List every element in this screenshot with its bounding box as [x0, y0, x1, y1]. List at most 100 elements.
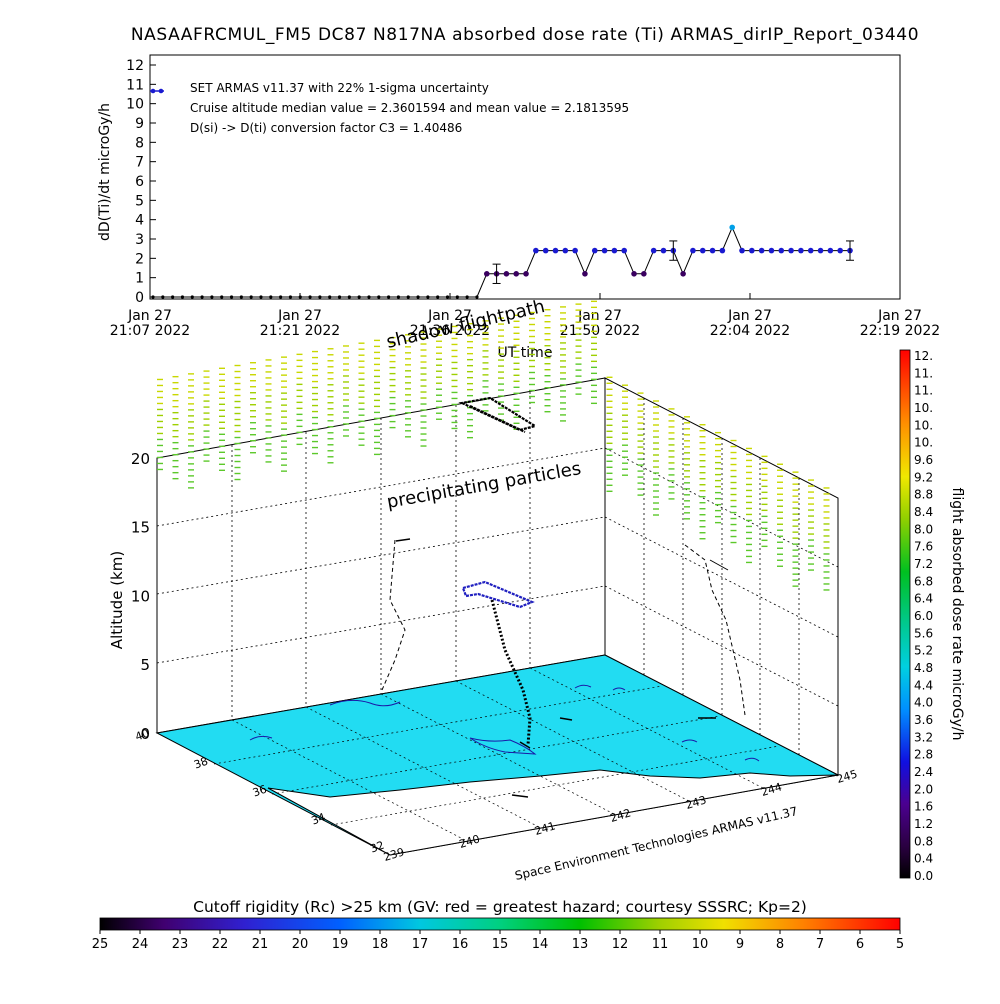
y-axis-label: dD(Ti)/dt microGy/h [97, 103, 113, 241]
rigidity-colorbar-tick: 10 [692, 937, 709, 952]
shadow-side-tick [709, 559, 729, 571]
data-point [690, 247, 696, 254]
dose-colorbar-tick: 10. [914, 418, 933, 432]
data-point [807, 247, 814, 254]
data-point [318, 295, 322, 299]
data-point [357, 295, 361, 299]
dose-colorbar-tick: 0.0 [914, 869, 933, 883]
contour [249, 735, 273, 741]
x-tick-label-time: 22:19 2022 [860, 323, 940, 339]
data-point [660, 247, 667, 254]
legend-marker-dot [150, 88, 156, 94]
data-point [465, 295, 469, 299]
data-point [436, 295, 440, 299]
x-tick-label-date: Jan 27 [127, 308, 172, 324]
data-point [220, 295, 224, 299]
dose-colorbar-tick: 6.4 [914, 592, 933, 606]
data-point [641, 271, 647, 277]
dose-colorbar-tick: 5.2 [914, 644, 933, 658]
data-point [699, 247, 706, 254]
rigidity-colorbar-tick: 18 [372, 937, 389, 952]
lat-tick-label: 40 [133, 727, 151, 744]
grid-line [604, 585, 839, 707]
lon-tick-label: 242 [609, 806, 633, 825]
rigidity-colorbar-tick: 22 [212, 937, 229, 952]
data-point [739, 247, 745, 254]
z-axis-label: Altitude (km) [108, 551, 126, 649]
data-point [367, 295, 371, 299]
x-tick-label-time: 21:50 2022 [560, 323, 640, 339]
land-shadow [267, 769, 839, 856]
data-point [229, 295, 234, 299]
data-point [259, 295, 263, 299]
data-point [337, 295, 342, 299]
data-point [631, 271, 637, 277]
lon-tick-label: 243 [684, 793, 708, 812]
data-point [406, 295, 410, 299]
data-point [483, 271, 490, 277]
contour [329, 699, 401, 707]
dose-colorbar-tick: 2.4 [914, 765, 933, 779]
chart-title: NASAAFRCMUL_FM5 DC87 N817NA absorbed dos… [131, 25, 919, 45]
rigidity-colorbar [99, 917, 901, 931]
grid-line [380, 693, 615, 815]
data-point [837, 247, 843, 254]
dose-colorbar-tick: 12. [914, 349, 933, 363]
rigidity-colorbar-tick: 11 [652, 937, 669, 952]
dose-colorbar-tick: 9.2 [914, 470, 933, 484]
data-point [151, 295, 155, 299]
data-point [778, 247, 785, 254]
floor-shadow-tracks [511, 717, 716, 798]
shadow-side-tick [395, 538, 411, 542]
y-tick-label: 4 [135, 213, 144, 229]
data-point [288, 295, 293, 299]
dose-colorbar-tick: 5.6 [914, 626, 933, 640]
dose-colorbar-tick: 7.2 [914, 557, 933, 571]
data-point [210, 295, 214, 299]
y-tick-label: 12 [126, 58, 144, 74]
grid-line [529, 667, 764, 789]
data-point [572, 247, 578, 254]
contour [612, 687, 626, 691]
data-point [788, 247, 794, 254]
data-point [542, 247, 549, 254]
series-line [153, 226, 850, 298]
data-point [426, 295, 430, 299]
data-point [621, 247, 628, 254]
x-axis-label: UT time [498, 345, 553, 361]
data-point [200, 295, 204, 299]
dose-colorbar-tick: 6.0 [914, 609, 933, 623]
grid-line [271, 715, 721, 795]
rigidity-colorbar-tick: 24 [132, 937, 149, 952]
shadow-track [559, 717, 573, 721]
dose-colorbar-tick: 11. [914, 366, 933, 380]
x-tick-label-date: Jan 27 [877, 308, 922, 324]
rigidity-colorbar-tick: 21 [252, 937, 269, 952]
grid-line [455, 680, 690, 802]
legend-entry: SET ARMAS v11.37 with 22% 1-sigma uncert… [190, 81, 489, 95]
z-tick-label: 15 [131, 519, 150, 537]
shadow-track [519, 741, 531, 749]
data-point [562, 247, 569, 254]
rigidity-colorbar-tick: 17 [412, 937, 429, 952]
rigidity-colorbar-tick: 16 [452, 937, 469, 952]
lon-tick-label: 244 [760, 780, 784, 799]
lat-axis-ticks: 40 38 36 34 32 [133, 727, 386, 856]
annotation-precipitating-particles: precipitating particles [385, 458, 582, 513]
x-tick-label-time: 21:07 2022 [110, 323, 190, 339]
data-point [552, 247, 559, 254]
flight-path [381, 396, 746, 746]
data-point [798, 247, 804, 254]
dose-colorbar-tick: 8.8 [914, 488, 933, 502]
rigidity-colorbar-tick: 12 [612, 937, 629, 952]
y-tick-label: 7 [135, 155, 144, 171]
data-point [768, 247, 775, 254]
dose-colorbar-tick: 4.0 [914, 696, 933, 710]
rigidity-colorbar-tick: 25 [92, 937, 109, 952]
dose-colorbar-tick: 2.0 [914, 782, 933, 796]
flightpath-cruise [461, 580, 535, 609]
legend: SET ARMAS v11.37 with 22% 1-sigma uncert… [150, 81, 629, 135]
data-point [249, 295, 253, 299]
